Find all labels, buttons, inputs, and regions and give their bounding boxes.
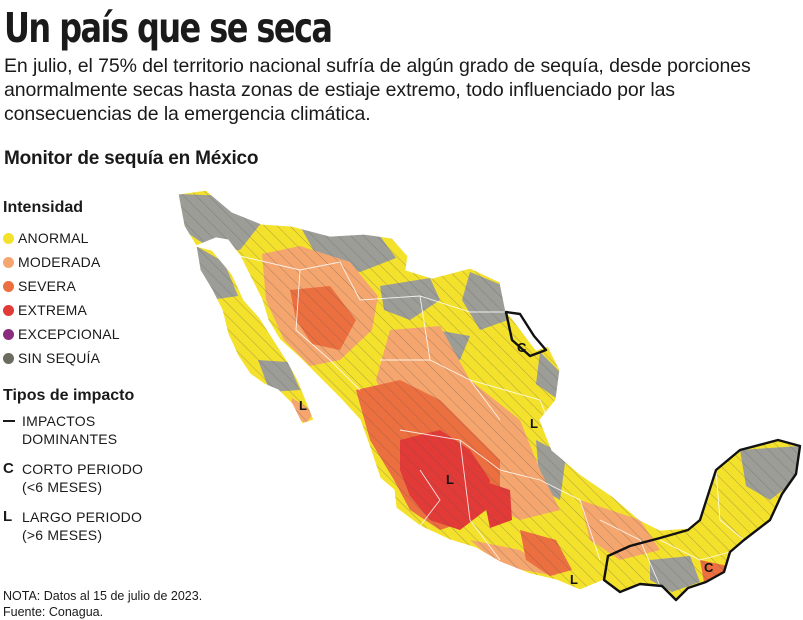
legend-swatch [3,256,14,268]
impact-key: L [3,508,13,525]
page-title: Un país que se seca [4,4,333,52]
map-letter-bcs: L [299,398,307,413]
footer-note: NOTA: Datos al 15 de julio de 2023. [3,589,203,603]
intro-text: En julio, el 75% del territorio nacional… [4,55,751,125]
drought-map: L C L L L C [177,189,802,602]
impact-letters: L C L L L C [299,340,714,587]
legend-swatch [3,328,14,340]
footer: NOTA: Datos al 15 de julio de 2023. Fuen… [3,588,202,620]
legend-item-sin-sequia: SIN SEQUÍA [3,346,120,370]
legend-swatch [3,352,14,364]
legend-swatch [3,232,14,244]
legend-item-anormal: ANORMAL [3,226,120,250]
legend-swatch [3,304,14,316]
legend-item-excepcional: EXCEPCIONAL [3,322,120,346]
impact-item-long: L LARGO PERIODO (>6 MESES) [3,508,143,543]
map-letter-slp: L [530,416,538,431]
map-letter-tabasco: C [704,560,714,575]
footer-source: Fuente: Conagua. [3,605,104,619]
impact-key: C [3,460,15,477]
impact-legend: IMPACTOS DOMINANTES C CORTO PERIODO (<6 … [3,412,162,556]
legend-item-moderada: MODERADA [3,250,120,274]
impact-item-short: C CORTO PERIODO (<6 MESES) [3,460,144,495]
impact-line-symbol [3,420,15,422]
map-letter-tamaulipas: C [517,340,527,355]
intensity-legend-title: Intensidad [3,199,84,216]
map-letter-guerrero: L [570,572,578,587]
legend-item-severa: SEVERA [3,274,120,298]
map-letter-jalisco: L [446,472,454,487]
map-subtitle: Monitor de sequía en México [4,148,259,169]
intensity-legend: ANORMAL MODERADA SEVERA EXTREMA EXCEPCIO… [3,226,120,370]
legend-item-extrema: EXTREMA [3,298,120,322]
impact-legend-title: Tipos de impacto [3,387,135,404]
legend-swatch [3,280,14,292]
impact-item-dominant: IMPACTOS DOMINANTES [3,412,162,448]
